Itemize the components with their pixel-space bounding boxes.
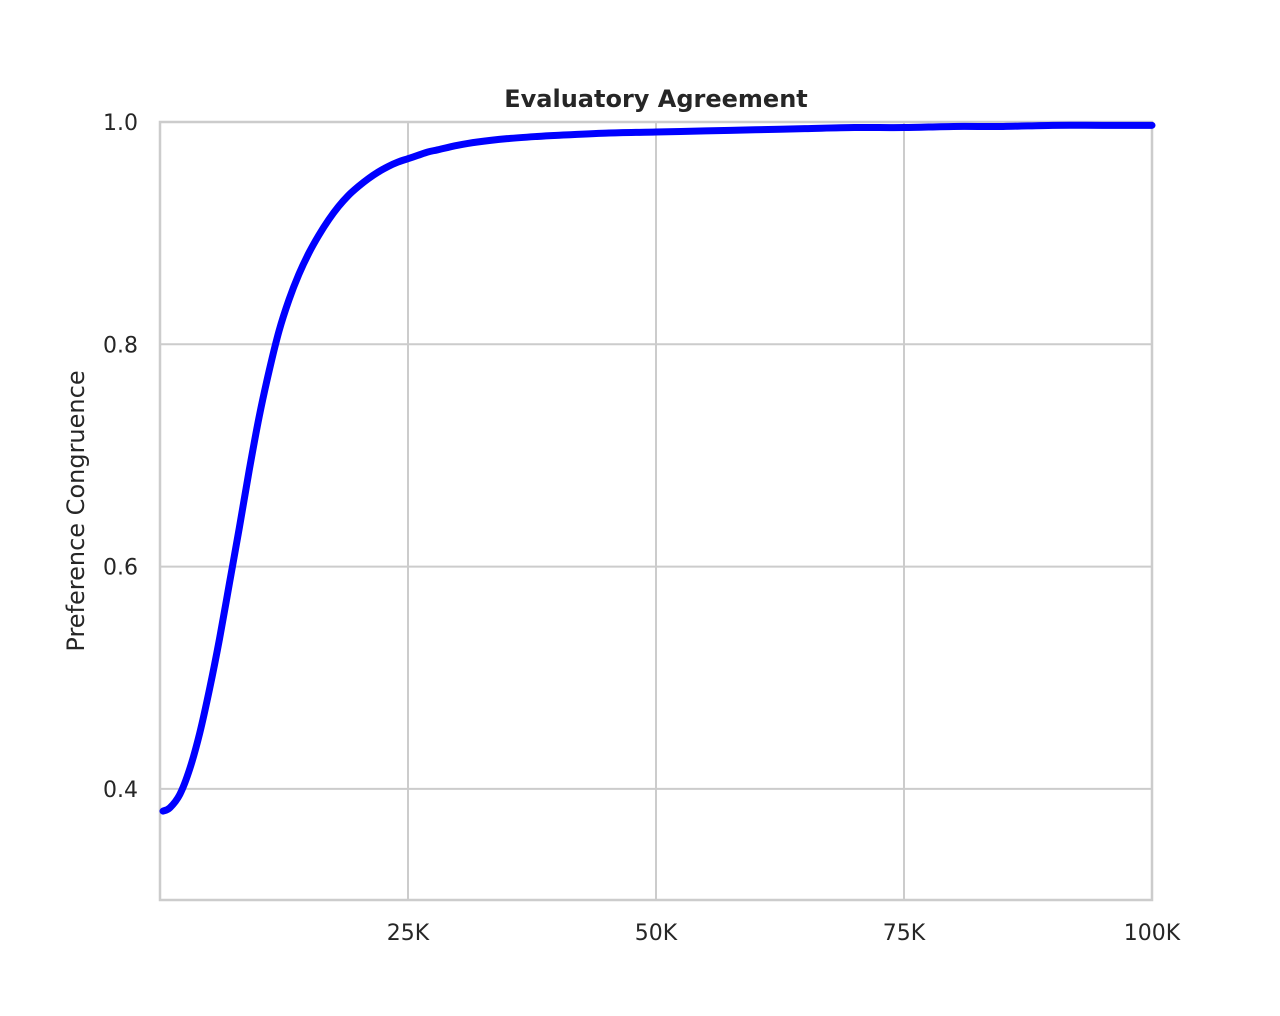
y-tick-label: 0.4	[103, 778, 138, 803]
x-tick-label: 75K	[883, 921, 926, 946]
x-tick-label: 50K	[635, 921, 678, 946]
series-line	[159, 121, 1156, 815]
x-tick-label: 100K	[1124, 921, 1181, 946]
chart-title: Evaluatory Agreement	[504, 85, 808, 113]
y-tick-label: 0.8	[103, 333, 138, 358]
y-tick-label: 1.0	[103, 111, 138, 136]
y-tick-label: 0.6	[103, 556, 138, 581]
y-axis-label: Preference Congruence	[62, 370, 90, 651]
x-tick-label: 25K	[387, 921, 430, 946]
series-layer	[159, 121, 1156, 815]
x-axis-ticks: 25K 50K 75K 100K	[387, 921, 1181, 946]
plot-frame	[158, 120, 1154, 902]
y-axis-ticks: 0.4 0.6 0.8 1.0	[103, 111, 138, 803]
grid	[160, 121, 1153, 900]
